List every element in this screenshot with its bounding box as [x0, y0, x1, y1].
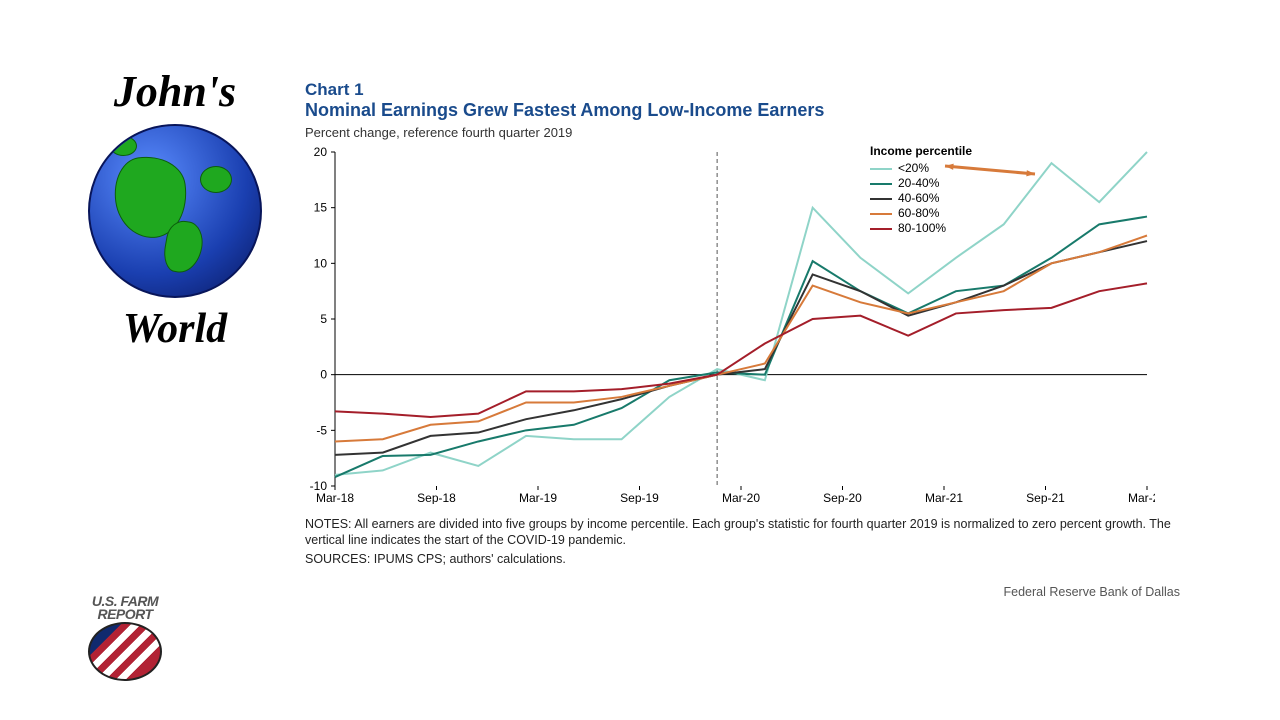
logo-top-text: John's [70, 70, 280, 114]
svg-text:Mar-20: Mar-20 [722, 491, 760, 504]
legend-item: <20% [870, 161, 972, 176]
legend-title: Income percentile [870, 144, 972, 159]
legend-item: 60-80% [870, 206, 972, 221]
svg-text:0: 0 [320, 368, 327, 382]
chart-svg: -10-505101520Mar-18Sep-18Mar-19Sep-19Mar… [305, 144, 1155, 504]
legend-label: 20-40% [898, 176, 939, 191]
logo-bottom-text: World [70, 308, 280, 350]
chart-container: Chart 1 Nominal Earnings Grew Fastest Am… [305, 80, 1185, 567]
svg-text:Sep-18: Sep-18 [417, 491, 456, 504]
svg-text:15: 15 [314, 201, 328, 215]
flag-icon [88, 622, 162, 681]
svg-text:Mar-21: Mar-21 [925, 491, 963, 504]
svg-text:Mar-22: Mar-22 [1128, 491, 1155, 504]
attribution: Federal Reserve Bank of Dallas [1004, 585, 1180, 599]
legend-swatch [870, 198, 892, 200]
svg-text:5: 5 [320, 312, 327, 326]
legend: Income percentile <20%20-40%40-60%60-80%… [870, 144, 972, 236]
legend-item: 40-60% [870, 191, 972, 206]
legend-label: 40-60% [898, 191, 939, 206]
legend-swatch [870, 213, 892, 215]
svg-text:-5: -5 [316, 423, 327, 437]
plot-area: -10-505101520Mar-18Sep-18Mar-19Sep-19Mar… [305, 144, 1155, 504]
legend-swatch [870, 168, 892, 170]
svg-text:Sep-21: Sep-21 [1026, 491, 1065, 504]
chart-notes: NOTES: All earners are divided into five… [305, 516, 1185, 549]
chart-sources: SOURCES: IPUMS CPS; authors' calculation… [305, 551, 1185, 567]
legend-swatch [870, 228, 892, 230]
svg-text:20: 20 [314, 145, 328, 159]
legend-item: 80-100% [870, 221, 972, 236]
chart-number: Chart 1 [305, 80, 1185, 100]
chart-title: Nominal Earnings Grew Fastest Among Low-… [305, 100, 1185, 121]
brand-logo: John's World [70, 70, 280, 350]
svg-text:Sep-20: Sep-20 [823, 491, 862, 504]
legend-label: 80-100% [898, 221, 946, 236]
page-root: John's World U.S. FARM REPORT Chart 1 No… [0, 0, 1280, 720]
chart-subtitle: Percent change, reference fourth quarter… [305, 125, 1185, 140]
legend-label: 60-80% [898, 206, 939, 221]
farm-report-badge: U.S. FARM REPORT [70, 595, 180, 681]
legend-label: <20% [898, 161, 929, 176]
globe-icon [88, 124, 262, 298]
svg-text:Sep-19: Sep-19 [620, 491, 659, 504]
svg-text:Mar-18: Mar-18 [316, 491, 354, 504]
svg-text:10: 10 [314, 256, 328, 270]
svg-text:Mar-19: Mar-19 [519, 491, 557, 504]
legend-item: 20-40% [870, 176, 972, 191]
legend-swatch [870, 183, 892, 185]
badge-line2: REPORT [70, 608, 180, 621]
